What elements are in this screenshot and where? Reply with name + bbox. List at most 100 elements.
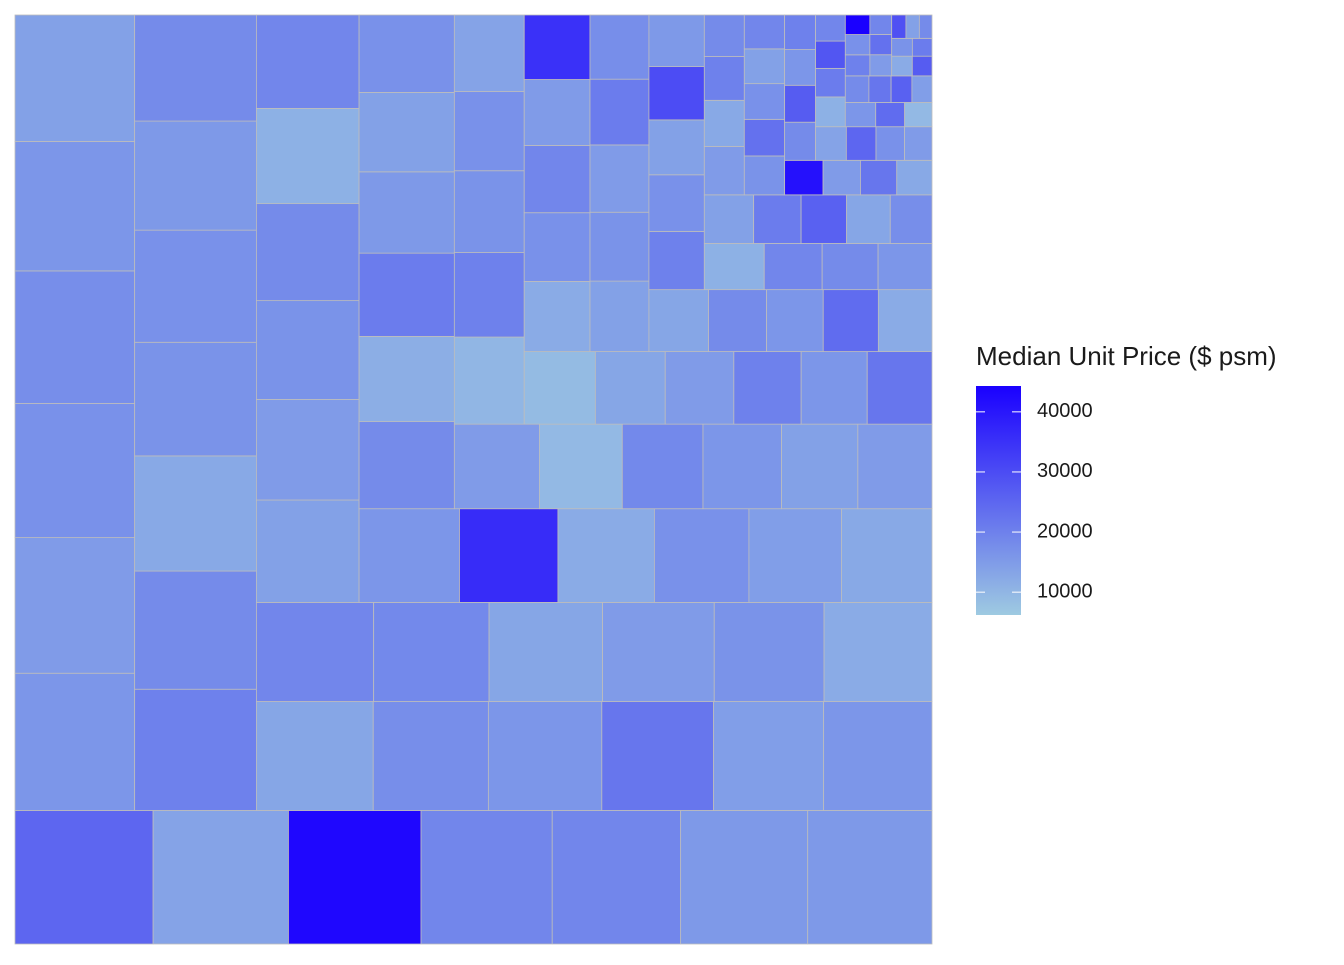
tile <box>891 37 913 57</box>
tile <box>844 102 877 128</box>
tile <box>703 99 745 147</box>
tile <box>733 351 802 425</box>
tile <box>815 14 846 42</box>
tile <box>713 601 825 702</box>
tile <box>358 421 455 510</box>
legend-title: Median Unit Price ($ psm) <box>976 341 1277 371</box>
tile <box>648 289 709 352</box>
tile <box>703 243 765 291</box>
tile <box>713 701 825 811</box>
legend-tick-label: 30000 <box>1037 460 1093 482</box>
tile <box>664 351 735 425</box>
tile <box>743 83 786 120</box>
tile <box>14 141 136 272</box>
tile <box>358 92 455 173</box>
tile <box>14 14 136 142</box>
tile <box>255 601 375 702</box>
tile <box>551 810 682 945</box>
tile <box>589 211 650 282</box>
tile <box>703 56 745 101</box>
tile <box>822 289 879 352</box>
tile <box>868 75 892 103</box>
tile <box>255 14 360 109</box>
tile <box>708 289 768 352</box>
tile <box>358 171 455 254</box>
tile <box>134 341 257 457</box>
tile <box>748 508 842 603</box>
tile <box>589 14 650 80</box>
tile <box>453 423 540 510</box>
tile <box>134 570 257 690</box>
tile <box>255 203 360 302</box>
tile <box>821 243 879 291</box>
tile <box>763 243 823 291</box>
tile <box>358 252 455 337</box>
tile <box>358 508 460 603</box>
tile <box>753 194 802 244</box>
tile <box>866 351 933 425</box>
tile <box>743 14 786 50</box>
tile <box>134 455 257 572</box>
tile <box>784 49 816 86</box>
tile <box>648 119 705 176</box>
tile <box>358 335 455 422</box>
tile <box>784 121 816 161</box>
tile <box>373 601 490 702</box>
tile <box>589 280 650 352</box>
tile <box>648 66 705 121</box>
tile <box>743 48 786 85</box>
tile <box>743 118 786 157</box>
tile <box>680 810 809 945</box>
tile <box>255 701 374 811</box>
tile <box>807 810 933 945</box>
tile <box>844 14 871 35</box>
tile <box>523 79 591 146</box>
tile <box>288 810 422 945</box>
tile <box>134 120 257 231</box>
tile <box>911 75 933 103</box>
tile <box>653 508 750 603</box>
tile <box>904 126 933 161</box>
tile <box>601 701 714 811</box>
tile <box>487 701 603 811</box>
tile <box>896 159 933 196</box>
tile <box>845 126 877 161</box>
tile <box>823 601 933 702</box>
tile <box>453 170 525 253</box>
tile <box>875 102 906 128</box>
legend-tick-label: 20000 <box>1037 520 1093 542</box>
tile <box>702 423 782 510</box>
tile <box>453 14 525 92</box>
tile <box>255 499 360 603</box>
tile <box>869 14 893 35</box>
tile <box>594 351 666 425</box>
tile <box>523 14 591 80</box>
tile <box>589 78 650 146</box>
tile <box>911 55 933 77</box>
legend-tick-label: 10000 <box>1037 580 1093 602</box>
tile <box>743 155 786 196</box>
tile <box>648 14 705 67</box>
tile <box>539 423 623 510</box>
tile <box>420 810 553 945</box>
tile <box>134 229 257 343</box>
tile <box>152 810 289 945</box>
tile <box>889 194 933 244</box>
tile <box>358 14 455 93</box>
legend-tick-label: 40000 <box>1037 400 1093 422</box>
tile <box>784 14 816 50</box>
tile <box>841 508 933 603</box>
tile <box>823 701 933 811</box>
tile <box>860 159 898 196</box>
tile <box>815 67 846 98</box>
tile <box>703 14 745 57</box>
tile <box>904 102 933 128</box>
tile <box>844 54 871 77</box>
tile <box>14 672 136 811</box>
tile <box>648 230 705 291</box>
tile <box>14 810 154 945</box>
tile <box>815 126 847 161</box>
tile <box>703 146 745 196</box>
tile <box>891 14 907 39</box>
